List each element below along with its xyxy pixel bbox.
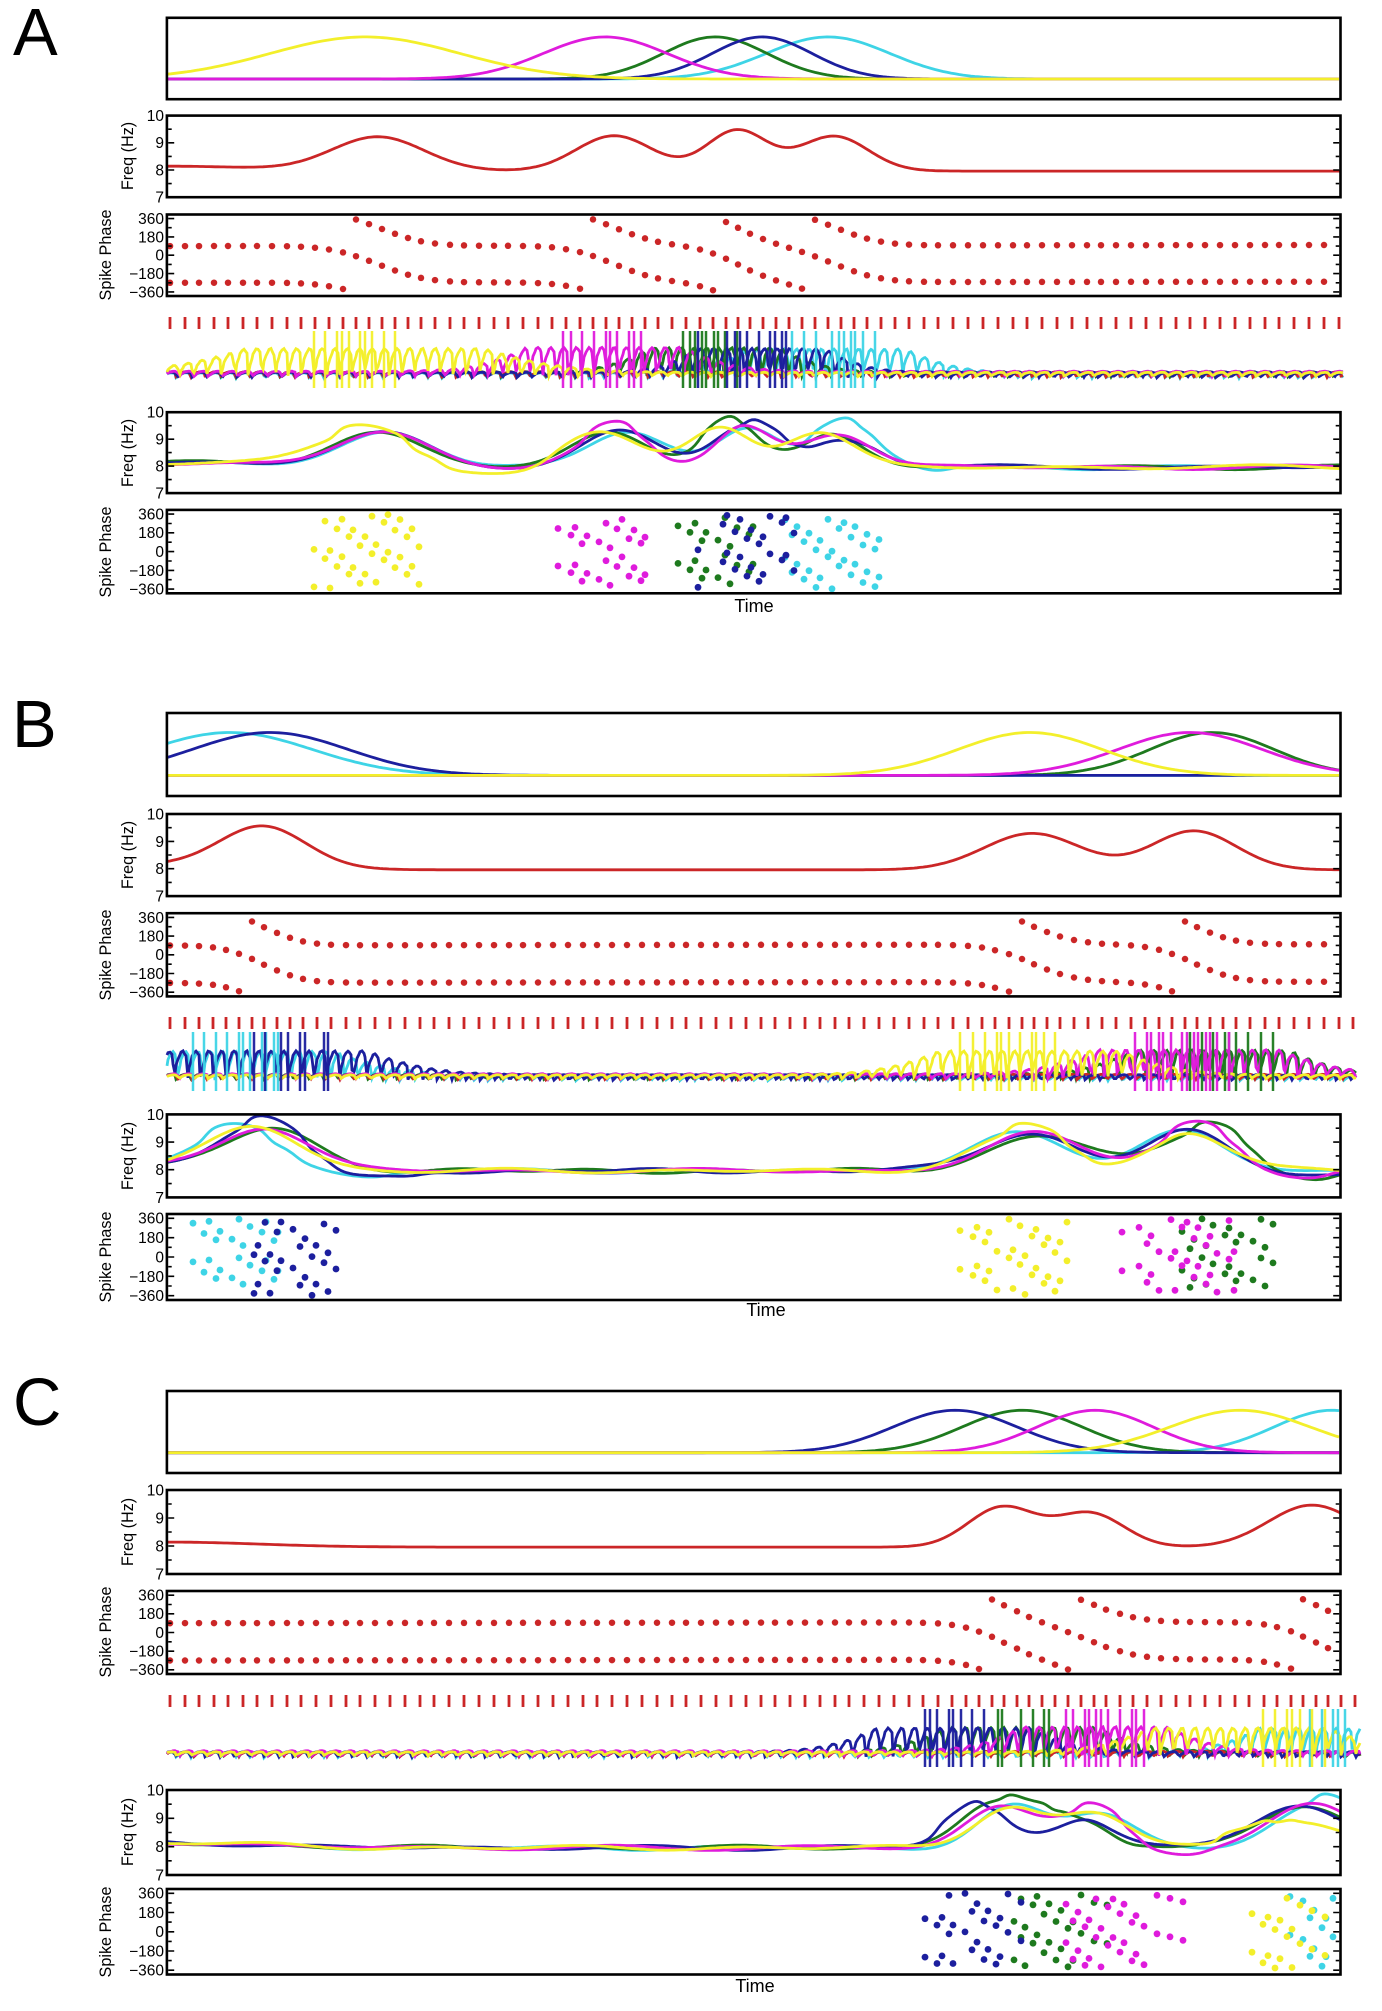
svg-text:360: 360 [138,211,164,228]
svg-text:Freq (Hz): Freq (Hz) [119,419,137,487]
svg-text:−360: −360 [129,1662,164,1679]
svg-text:10: 10 [147,405,165,422]
svg-text:Freq (Hz): Freq (Hz) [119,821,137,889]
svg-text:8: 8 [155,1839,164,1856]
svg-text:−360: −360 [129,582,164,599]
svg-text:8: 8 [155,459,164,476]
svg-text:Freq (Hz): Freq (Hz) [119,122,137,190]
svg-text:8: 8 [155,1538,164,1555]
svg-text:7: 7 [155,486,164,503]
svg-text:9: 9 [155,135,164,152]
svg-text:9: 9 [155,1811,164,1828]
svg-text:A: A [13,0,58,70]
svg-text:10: 10 [147,1782,165,1799]
svg-text:0: 0 [155,1924,164,1941]
svg-text:8: 8 [155,861,164,878]
svg-text:−180: −180 [129,1943,164,1960]
svg-text:7: 7 [155,1867,164,1884]
svg-text:Freq (Hz): Freq (Hz) [119,1798,137,1866]
svg-text:−180: −180 [129,1269,164,1286]
svg-text:7: 7 [155,889,164,906]
svg-text:Time: Time [746,1300,785,1320]
svg-text:−360: −360 [129,1288,164,1305]
svg-text:0: 0 [155,947,164,964]
svg-text:180: 180 [138,1905,164,1922]
svg-text:360: 360 [138,1588,164,1605]
svg-text:−180: −180 [129,266,164,283]
svg-text:Time: Time [734,596,773,616]
svg-text:10: 10 [147,1107,165,1124]
svg-text:Freq (Hz): Freq (Hz) [119,1122,137,1190]
svg-text:180: 180 [138,1230,164,1247]
svg-text:Spike Phase: Spike Phase [97,1887,115,1978]
svg-text:−180: −180 [129,1644,164,1661]
svg-text:B: B [12,687,57,762]
svg-text:10: 10 [147,1482,165,1499]
svg-text:180: 180 [138,525,164,542]
svg-text:−180: −180 [129,563,164,580]
svg-text:−180: −180 [129,966,164,983]
svg-text:Spike Phase: Spike Phase [97,910,115,1001]
svg-text:9: 9 [155,834,164,851]
svg-text:180: 180 [138,229,164,246]
svg-text:360: 360 [138,1211,164,1228]
svg-text:360: 360 [138,910,164,927]
svg-text:7: 7 [155,1566,164,1583]
svg-text:Spike Phase: Spike Phase [97,1212,115,1303]
svg-text:0: 0 [155,544,164,561]
svg-text:360: 360 [138,1886,164,1903]
svg-text:0: 0 [155,1625,164,1642]
svg-text:10: 10 [147,806,165,823]
svg-text:9: 9 [155,1135,164,1152]
svg-text:−360: −360 [129,985,164,1002]
svg-text:10: 10 [147,108,165,125]
svg-text:Time: Time [735,1976,774,1996]
svg-text:−360: −360 [129,284,164,301]
svg-text:7: 7 [155,1190,164,1207]
svg-text:9: 9 [155,432,164,449]
svg-text:Freq (Hz): Freq (Hz) [119,1498,137,1566]
svg-text:7: 7 [155,190,164,207]
svg-text:0: 0 [155,248,164,265]
svg-text:8: 8 [155,162,164,179]
svg-text:180: 180 [138,1606,164,1623]
svg-text:C: C [13,1365,61,1440]
svg-text:Spike Phase: Spike Phase [97,507,115,598]
svg-text:Spike Phase: Spike Phase [97,210,115,301]
svg-text:360: 360 [138,507,164,524]
svg-text:8: 8 [155,1162,164,1179]
svg-text:Spike Phase: Spike Phase [97,1587,115,1678]
svg-text:180: 180 [138,929,164,946]
svg-text:0: 0 [155,1249,164,1266]
svg-text:−360: −360 [129,1963,164,1980]
svg-text:9: 9 [155,1510,164,1527]
